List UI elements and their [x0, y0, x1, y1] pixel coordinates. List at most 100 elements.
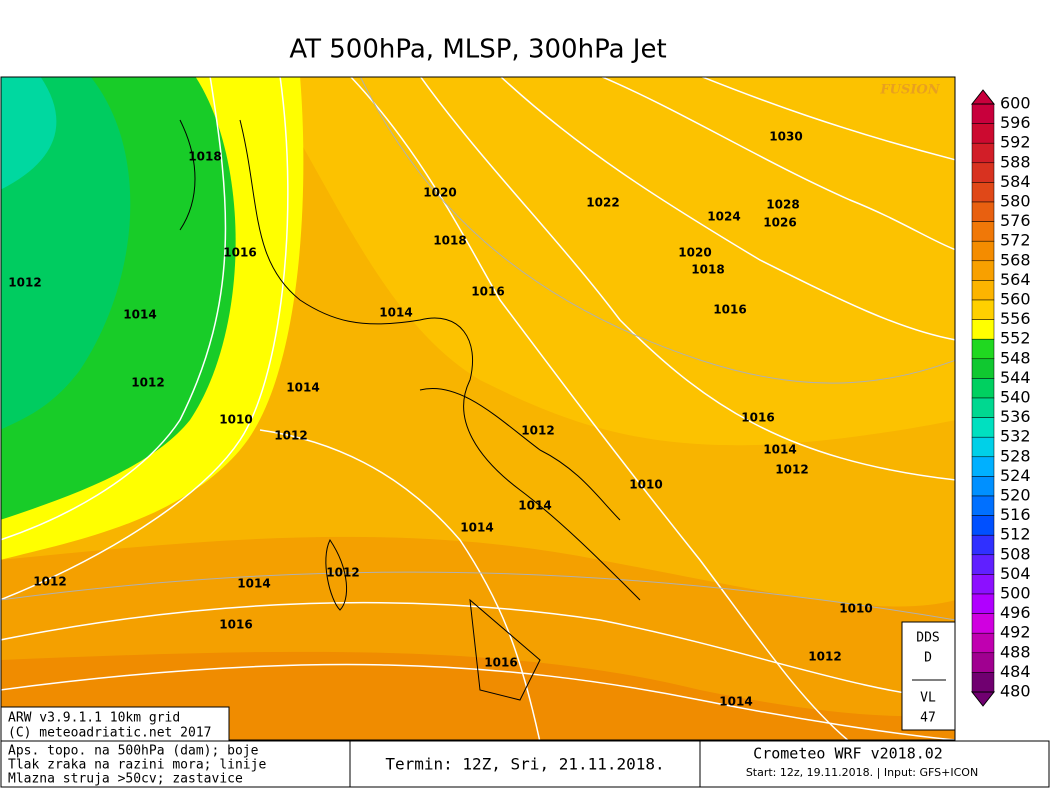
info-box: ARW v3.9.1.1 10km grid (C) meteoadriatic…	[0, 706, 230, 742]
model-text: ARW v3.9.1.1 10km grid	[8, 711, 180, 726]
colorbar-cell	[971, 515, 995, 536]
isobar-label: 1016	[741, 411, 774, 425]
colorbar-cell	[971, 123, 995, 144]
colorbar-label: 512	[1000, 525, 1031, 544]
isobar-label: 1026	[763, 216, 796, 230]
colorbar-label: 596	[1000, 113, 1031, 132]
isobar-label: 1010	[219, 413, 252, 427]
colorbar-cell	[971, 221, 995, 242]
isobar-label: 1010	[629, 478, 662, 492]
colorbar-label: 600	[1000, 94, 1031, 113]
isobar-label: 1020	[423, 186, 456, 200]
colorbar-label: 564	[1000, 270, 1031, 289]
isobar-label: 1018	[433, 234, 466, 248]
colorbar-cell	[971, 182, 995, 203]
colorbar-cell	[971, 338, 995, 360]
isobar-label: 1030	[769, 130, 802, 144]
colorbar-arrow-top	[970, 89, 996, 105]
product-name: Crometeo WRF v2018.02	[753, 745, 943, 763]
colorbar-cell	[971, 358, 995, 379]
colorbar-cell	[971, 299, 995, 320]
isobar-label: 1012	[33, 575, 66, 589]
isobar-label: 1012	[326, 566, 359, 580]
isobar-label: 1024	[707, 210, 740, 224]
map: FUSION 1018 1016 1012 1014 1012 1010 1014 1012 1…	[1, 77, 955, 740]
colorbar: 6005965925885845805765725685645605565525…	[970, 89, 1031, 707]
colorbar-label: 552	[1000, 329, 1031, 348]
colorbar-cell	[971, 554, 995, 575]
isobar-label: 1012	[775, 463, 808, 477]
isobar-label: 1016	[219, 618, 252, 632]
isobar-label: 1012	[274, 429, 307, 443]
isobar-label: 1014	[763, 443, 796, 457]
colorbar-cell	[971, 417, 995, 438]
isobar-label: 1012	[808, 650, 841, 664]
colorbar-label: 576	[1000, 211, 1031, 230]
isobar-label: 1014	[460, 521, 493, 535]
colorbar-cell	[971, 280, 995, 301]
contours-500hpa	[1, 77, 955, 621]
colorbar-label: 560	[1000, 290, 1031, 309]
colorbar-label: 492	[1000, 623, 1031, 642]
colorbar-cell	[971, 319, 995, 340]
colorbar-label: 532	[1000, 427, 1031, 446]
station-box: DDS D VL 47	[901, 621, 956, 731]
colorbar-cell	[971, 613, 995, 634]
colorbar-label: 556	[1000, 309, 1031, 328]
colorbar-label: 504	[1000, 564, 1031, 583]
colorbar-label: 548	[1000, 348, 1031, 367]
isobars	[1, 77, 955, 740]
footer: Aps. topo. na 500hPa (dam); boje Tlak zr…	[0, 740, 1050, 788]
product-start: Start: 12z, 19.11.2018. | Input: GFS+ICO…	[746, 766, 978, 779]
watermark: FUSION	[879, 83, 940, 98]
colorbar-label: 520	[1000, 486, 1031, 505]
isobar-label: 1014	[286, 381, 319, 395]
station-label: DDS	[916, 631, 939, 646]
station-label: VL	[920, 691, 936, 706]
colorbar-label: 480	[1000, 682, 1031, 701]
isobar-label: 1022	[586, 196, 619, 210]
copyright-text: (C) meteoadriatic.net 2017	[8, 726, 212, 741]
title: AT 500hPa, MLSP, 300hPa Jet	[289, 35, 666, 65]
field-572	[1, 651, 955, 740]
isobar-label: 1016	[223, 246, 256, 260]
colorbar-cell	[971, 378, 995, 399]
colorbar-cell	[971, 652, 995, 673]
legend-line: Tlak zraka na razini mora; linije	[8, 758, 266, 773]
colorbar-label: 500	[1000, 584, 1031, 603]
isobar-label: 1014	[237, 577, 270, 591]
colorbar-label: 528	[1000, 446, 1031, 465]
colorbar-cell	[971, 495, 995, 516]
colorbar-cell	[971, 260, 995, 281]
colorbar-label: 580	[1000, 192, 1031, 211]
term-text: Termin: 12Z, Sri, 21.11.2018.	[385, 755, 664, 774]
isobar-label: 1016	[484, 656, 517, 670]
colorbar-label: 536	[1000, 407, 1031, 426]
colorbar-label: 588	[1000, 152, 1031, 171]
colorbar-label: 544	[1000, 368, 1031, 387]
colorbar-cell	[971, 534, 995, 556]
isobar-label: 1016	[713, 303, 746, 317]
colorbar-cell	[971, 103, 995, 124]
colorbar-cell	[971, 436, 995, 458]
isobar-label: 1012	[521, 424, 554, 438]
colorbar-label: 584	[1000, 172, 1031, 191]
colorbar-cell	[971, 201, 995, 222]
isobar-label: 1028	[766, 198, 799, 212]
isobar-label: 1014	[719, 695, 752, 709]
colorbar-cell	[971, 476, 995, 497]
colorbar-label: 540	[1000, 388, 1031, 407]
station-label: D	[924, 651, 932, 666]
isobar-label: 1014	[518, 499, 551, 513]
field-560	[260, 77, 955, 446]
colorbar-label: 488	[1000, 642, 1031, 661]
isobar-label: 1016	[471, 285, 504, 299]
colorbar-cell	[971, 632, 995, 654]
colorbar-label: 484	[1000, 662, 1031, 681]
colorbar-cell	[971, 397, 995, 418]
field-536	[1, 77, 57, 190]
isobar-label: 1018	[691, 263, 724, 277]
legend-line: Mlazna struja >50cv; zastavice	[8, 772, 243, 787]
colorbar-cell	[971, 593, 995, 614]
